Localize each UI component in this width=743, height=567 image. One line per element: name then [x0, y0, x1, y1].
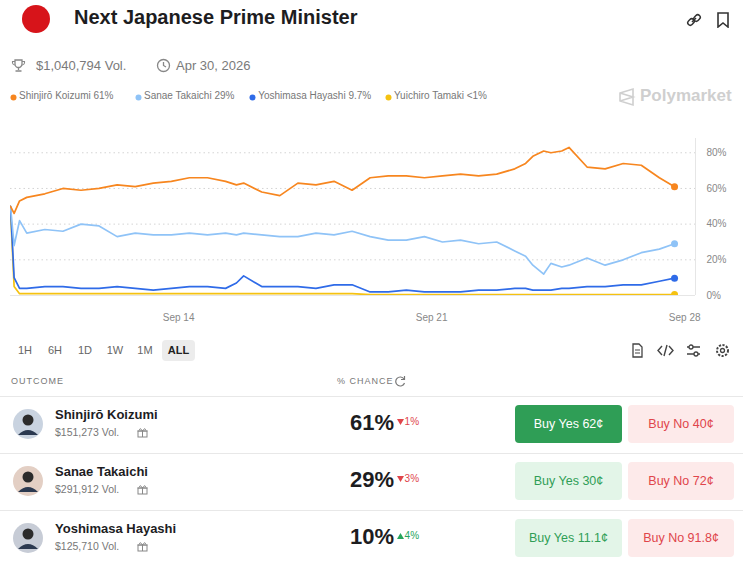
html-text:$151,273 Vol.: $151,273 Vol. — [55, 426, 120, 438]
svg-text:Sep 21: Sep 21 — [416, 312, 448, 323]
html-text:1D: 1D — [78, 344, 92, 356]
html-text:Sanae Takaichi 29%: Sanae Takaichi 29% — [144, 90, 235, 101]
html-text:Buy No 72¢: Buy No 72¢ — [648, 474, 714, 488]
html-text:1%: 1% — [404, 416, 419, 427]
html-text:$125,710 Vol.: $125,710 Vol. — [55, 540, 120, 552]
html-text:Next Japanese Prime Minister: Next Japanese Prime Minister — [74, 6, 358, 28]
html-text:Buy Yes 11.1¢: Buy Yes 11.1¢ — [529, 531, 608, 545]
svg-text:Sep 14: Sep 14 — [163, 312, 195, 323]
html-text:10%: 10% — [350, 524, 394, 549]
html-text:29%: 29% — [350, 467, 394, 492]
html-text:Sanae Takaichi: Sanae Takaichi — [55, 464, 148, 479]
html-text:OUTCOME: OUTCOME — [11, 376, 64, 386]
html-text:Buy No 40¢: Buy No 40¢ — [648, 417, 714, 431]
html-text:% CHANCE: % CHANCE — [337, 376, 394, 386]
svg-text:20%: 20% — [707, 254, 727, 265]
html-text:ALL: ALL — [167, 344, 190, 356]
html-text:3%: 3% — [404, 473, 419, 484]
svg-text:Sep 28: Sep 28 — [669, 312, 701, 323]
html-text:Yuichiro Tamaki <1%: Yuichiro Tamaki <1% — [394, 90, 487, 101]
svg-text:40%: 40% — [707, 218, 727, 229]
html-text:Shinjirō Koizumi: Shinjirō Koizumi — [55, 407, 158, 422]
html-text:Yoshimasa Hayashi 9.7%: Yoshimasa Hayashi 9.7% — [258, 90, 372, 101]
svg-text:0%: 0% — [707, 290, 722, 301]
html-text:6H: 6H — [48, 344, 62, 356]
html-text:1H: 1H — [18, 344, 32, 356]
html-text:Apr 30, 2026: Apr 30, 2026 — [176, 58, 251, 73]
html-text:$1,040,794 Vol.: $1,040,794 Vol. — [36, 58, 127, 73]
html-text:$291,912 Vol.: $291,912 Vol. — [55, 483, 120, 495]
html-text:4%: 4% — [404, 530, 419, 541]
html-text:Buy No 91.8¢: Buy No 91.8¢ — [643, 531, 719, 545]
html-text:Yoshimasa Hayashi: Yoshimasa Hayashi — [55, 521, 177, 536]
html-text:1M: 1M — [137, 344, 153, 356]
html-text:Polymarket: Polymarket — [640, 86, 732, 105]
svg-text:80%: 80% — [707, 147, 727, 158]
html-text:Buy Yes 62¢: Buy Yes 62¢ — [533, 417, 604, 431]
html-text:61%: 61% — [350, 410, 394, 435]
html-text:Shinjirō Koizumi 61%: Shinjirō Koizumi 61% — [19, 90, 114, 101]
html-text:1W: 1W — [106, 344, 124, 356]
svg-text:60%: 60% — [707, 183, 727, 194]
html-text:Buy Yes 30¢: Buy Yes 30¢ — [533, 474, 604, 488]
